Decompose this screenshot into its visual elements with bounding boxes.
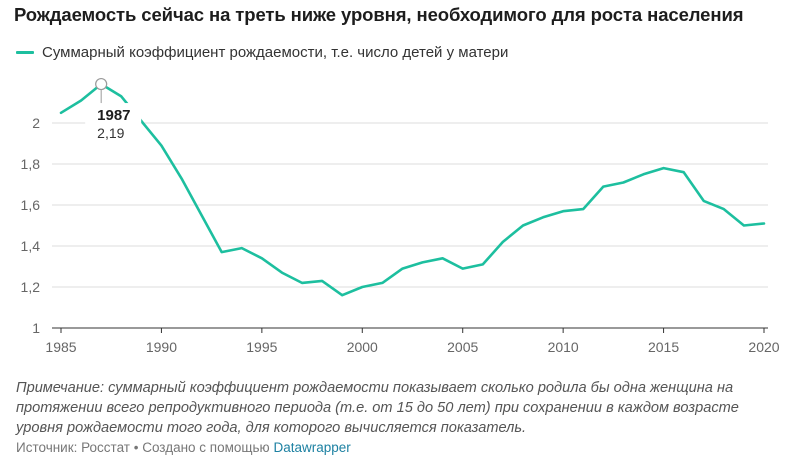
footnote: Примечание: суммарный коэффициент рождае… — [16, 380, 739, 436]
source-text: Источник: Росстат • Создано с помощью — [16, 440, 270, 455]
y-tick-label: 1 — [32, 320, 40, 336]
legend-swatch — [16, 51, 34, 54]
y-tick-label: 1,6 — [21, 197, 41, 213]
x-tick-label: 2005 — [447, 339, 478, 355]
x-tick-label: 1985 — [45, 339, 76, 355]
annotation-year: 1987 — [97, 107, 130, 124]
y-axis: 1 1,2 1,4 1,6 1,8 2 — [21, 115, 41, 336]
grid-lines — [52, 122, 768, 329]
x-tick-label: 2015 — [648, 339, 679, 355]
series-line — [59, 82, 766, 297]
annotation-bg — [85, 103, 142, 142]
x-axis: 1985 1990 1995 2000 2005 2010 2015 2020 — [45, 328, 780, 355]
annotation-value: 2,19 — [97, 125, 124, 141]
y-tick-label: 1,8 — [21, 156, 41, 172]
x-tick-label: 2000 — [347, 339, 378, 355]
legend-label: Суммарный коэффициент рождаемости, т.е. … — [42, 44, 509, 61]
x-tick-label: 1990 — [146, 339, 177, 355]
x-tick-label: 1995 — [246, 339, 277, 355]
line-chart: 1 1,2 1,4 1,6 1,8 2 1985 1990 1995 2000 2005 2010 2… — [21, 77, 780, 355]
y-tick-label: 2 — [32, 115, 40, 131]
y-tick-label: 1,4 — [21, 238, 41, 254]
source-line: Источник: Росстат • Создано с помощью Da… — [16, 440, 351, 455]
x-tick-label: 2020 — [748, 339, 779, 355]
x-tick-label: 2010 — [548, 339, 579, 355]
legend: Суммарный коэффициент рождаемости, т.е. … — [16, 44, 508, 61]
y-tick-label: 1,2 — [21, 279, 41, 295]
series-group — [59, 82, 766, 297]
annotation-marker — [95, 77, 108, 91]
chart-title: Рождаемость сейчас на треть ниже уровня,… — [14, 4, 744, 25]
datawrapper-link[interactable]: Datawrapper — [273, 440, 351, 455]
